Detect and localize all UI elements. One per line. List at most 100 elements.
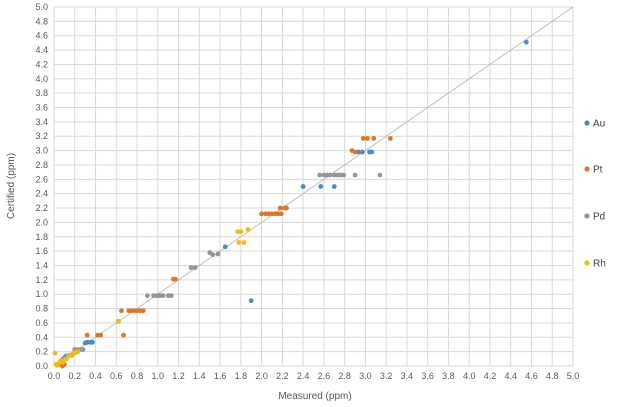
data-point-pt	[352, 149, 358, 155]
y-tick-label: 3.0	[35, 146, 48, 156]
legend-marker-rh	[584, 260, 590, 266]
y-tick-label: 0.8	[35, 304, 48, 314]
data-points	[52, 39, 529, 369]
data-point-rh	[236, 240, 242, 245]
y-tick-label: 0.6	[35, 318, 48, 328]
data-point-pt	[140, 308, 146, 314]
y-tick-label: 2.0	[35, 217, 48, 227]
legend-label-pt: Pt	[593, 165, 603, 176]
data-point-pt	[284, 205, 289, 211]
data-point-rh	[75, 349, 81, 355]
data-point-pt	[277, 205, 283, 211]
x-tick-label: 1.4	[193, 371, 206, 381]
data-point-pd	[188, 265, 194, 271]
y-tick-label: 5.0	[35, 2, 48, 12]
data-point-rh	[241, 240, 247, 245]
data-point-au	[359, 149, 365, 155]
y-tick-label: 4.4	[35, 45, 48, 55]
y-tick-label: 1.6	[35, 246, 48, 256]
data-point-pd	[160, 293, 166, 299]
series-rh	[52, 227, 251, 368]
x-tick-label: 4.2	[484, 371, 497, 381]
data-point-pt	[278, 211, 284, 217]
y-tick-label: 0.0	[35, 361, 48, 371]
data-point-pt	[119, 308, 124, 314]
data-point-rh	[115, 319, 121, 324]
y-tick-label: 4.6	[35, 31, 48, 41]
x-tick-label: 0.6	[110, 371, 123, 381]
x-tick-label: 1.6	[214, 371, 227, 381]
data-point-rh	[52, 350, 58, 356]
data-point-rh	[238, 229, 244, 235]
x-tick-label: 3.4	[401, 371, 414, 381]
x-tick-label: 3.2	[380, 371, 393, 381]
data-point-pd	[341, 172, 347, 178]
y-tick-label: 3.2	[35, 131, 48, 141]
data-point-pt	[387, 135, 393, 141]
x-axis-ticks: 0.0 0.2 0.4 0.6 0.8 1.0 1.2 1.4 1.6 1.8 2.0 2.2 2.4 2…	[48, 371, 580, 381]
data-point-pd	[327, 172, 333, 178]
y-tick-label: 3.4	[35, 117, 48, 127]
x-tick-label: 0.8	[131, 371, 144, 381]
data-point-au	[331, 184, 337, 189]
legend: Au Pt Pd Rh	[584, 119, 606, 270]
data-point-pd	[192, 265, 198, 271]
x-tick-label: 2.4	[297, 371, 310, 381]
y-tick-label: 2.2	[35, 203, 48, 213]
data-point-pt	[360, 135, 366, 141]
data-point-pd	[317, 172, 323, 178]
data-point-au	[318, 184, 324, 189]
data-point-pd	[168, 293, 174, 299]
x-tick-label: 2.6	[318, 371, 331, 381]
y-tick-label: 2.6	[35, 174, 48, 184]
series-pd	[72, 172, 383, 352]
data-point-pd	[145, 293, 150, 299]
x-tick-label: 0.0	[48, 371, 61, 381]
x-tick-label: 4.4	[504, 371, 517, 381]
y-tick-label: 1.8	[35, 232, 48, 242]
legend-label-pd: Pd	[593, 212, 605, 223]
x-tick-label: 5.0	[567, 371, 580, 381]
data-point-pd	[352, 172, 358, 178]
y-tick-label: 2.8	[35, 160, 48, 170]
data-point-pt	[371, 135, 377, 141]
data-point-pt	[173, 276, 178, 282]
data-point-au	[222, 244, 228, 250]
data-point-pt	[121, 332, 126, 338]
data-point-au	[90, 339, 95, 345]
data-point-rh	[245, 227, 251, 232]
x-tick-label: 3.8	[442, 371, 455, 381]
y-tick-label: 1.2	[35, 275, 48, 285]
y-tick-label: 2.4	[35, 189, 48, 199]
y-axis-ticks: 0.0 0.2 0.4 0.6 0.8 1.0 1.2 1.4 1.6 1.8 2.0 2.2 2.4 2…	[35, 2, 48, 371]
x-tick-label: 0.2	[69, 371, 82, 381]
y-tick-label: 0.4	[35, 332, 48, 342]
data-point-pt	[84, 332, 90, 338]
data-point-pd	[215, 251, 221, 257]
y-tick-label: 1.4	[35, 260, 48, 270]
reference-line	[53, 6, 574, 367]
x-tick-label: 1.8	[235, 371, 248, 381]
y-tick-label: 1.0	[35, 289, 48, 299]
x-tick-label: 0.4	[89, 371, 102, 381]
legend-marker-au	[584, 120, 590, 126]
y-tick-label: 4.8	[35, 16, 48, 26]
data-point-pt	[98, 332, 104, 338]
legend-marker-pt	[584, 166, 590, 172]
series-au	[56, 39, 529, 367]
data-point-au	[248, 298, 254, 304]
legend-marker-pd	[584, 213, 590, 219]
x-tick-label: 4.0	[463, 371, 476, 381]
x-tick-label: 1.0	[152, 371, 165, 381]
x-tick-label: 1.2	[172, 371, 185, 381]
data-point-pt	[259, 211, 264, 217]
data-point-pd	[210, 252, 216, 258]
x-axis-title: Measured (ppm)	[278, 391, 351, 402]
y-tick-label: 3.8	[35, 88, 48, 98]
data-point-au	[523, 39, 529, 45]
x-tick-label: 2.2	[276, 371, 289, 381]
y-tick-label: 0.2	[35, 347, 48, 357]
x-tick-label: 4.8	[546, 371, 559, 381]
x-tick-label: 3.0	[359, 371, 372, 381]
